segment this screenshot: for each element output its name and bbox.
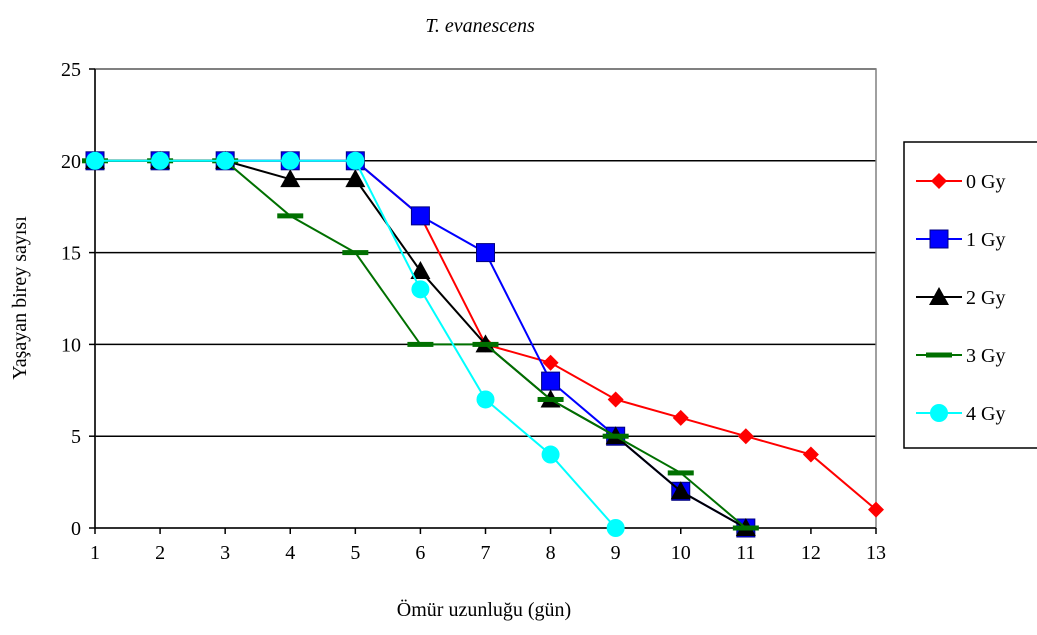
x-axis-label: Ömür uzunluğu (gün) — [397, 598, 571, 621]
y-axis-ticks: 0 5 10 15 20 25 — [61, 59, 95, 540]
x-tick-label: 11 — [736, 542, 755, 564]
data-point — [537, 396, 564, 402]
data-point — [541, 371, 561, 391]
series-4 — [86, 151, 625, 537]
plot-area — [94, 68, 877, 529]
data-point — [542, 354, 559, 371]
data-point — [802, 446, 819, 463]
data-point — [410, 206, 430, 226]
data-point — [345, 169, 366, 188]
y-tick-label: 25 — [61, 59, 81, 81]
x-tick-label: 5 — [350, 542, 360, 564]
axes — [94, 69, 876, 529]
legend-marker — [929, 287, 949, 305]
legend-marker — [929, 229, 949, 249]
data-point — [476, 390, 495, 409]
series-group — [82, 150, 884, 538]
x-tick-label: 7 — [481, 542, 491, 564]
data-point — [476, 243, 495, 263]
data-point — [472, 341, 499, 347]
x-axis-ticks: 1 2 3 4 5 6 7 8 9 10 11 12 13 — [90, 528, 886, 564]
data-point — [280, 169, 301, 188]
data-point — [342, 250, 369, 256]
x-tick-label: 8 — [546, 542, 556, 564]
data-point — [151, 151, 170, 170]
x-tick-label: 13 — [866, 542, 886, 564]
legend-marker — [931, 173, 947, 189]
data-point — [346, 151, 365, 170]
x-tick-label: 6 — [415, 542, 425, 564]
legend-marker — [930, 404, 948, 422]
chart-title: T. evanescens — [425, 15, 535, 37]
legend-label: 0 Gy — [966, 171, 1005, 193]
x-tick-label: 1 — [90, 542, 100, 564]
y-tick-label: 10 — [61, 334, 81, 356]
y-tick-label: 5 — [71, 426, 81, 448]
data-point — [672, 409, 689, 426]
data-point — [410, 260, 431, 279]
data-point — [407, 341, 434, 347]
x-tick-label: 10 — [671, 542, 691, 564]
legend-label: 4 Gy — [966, 403, 1005, 425]
y-tick-label: 20 — [61, 151, 81, 173]
y-tick-label: 0 — [71, 518, 81, 540]
data-point — [602, 433, 629, 439]
data-point — [86, 151, 104, 170]
x-tick-label: 12 — [801, 542, 821, 564]
legend-label: 1 Gy — [966, 229, 1005, 251]
x-tick-label: 3 — [220, 542, 230, 564]
y-axis-label: Yaşayan birey sayısı — [9, 216, 31, 380]
x-tick-label: 2 — [155, 542, 165, 564]
data-point — [606, 519, 625, 537]
data-point — [607, 391, 624, 408]
y-tick-label: 15 — [61, 243, 81, 265]
data-point — [541, 445, 560, 464]
legend-label: 3 Gy — [966, 345, 1005, 367]
legend-label: 2 Gy — [966, 287, 1005, 309]
data-point — [281, 151, 300, 170]
x-tick-label: 4 — [285, 542, 295, 564]
data-point — [670, 481, 691, 500]
data-point — [216, 151, 235, 170]
data-point — [667, 470, 694, 476]
data-point — [868, 501, 884, 518]
data-point — [277, 213, 304, 219]
legend: 0 Gy 1 Gy 2 Gy 3 Gy 4 Gy — [903, 141, 1037, 449]
legend-marker — [926, 352, 952, 358]
data-point — [737, 428, 754, 445]
legend-box — [903, 141, 1037, 449]
data-point — [732, 525, 759, 531]
x-tick-label: 9 — [611, 542, 621, 564]
data-point — [411, 280, 430, 299]
